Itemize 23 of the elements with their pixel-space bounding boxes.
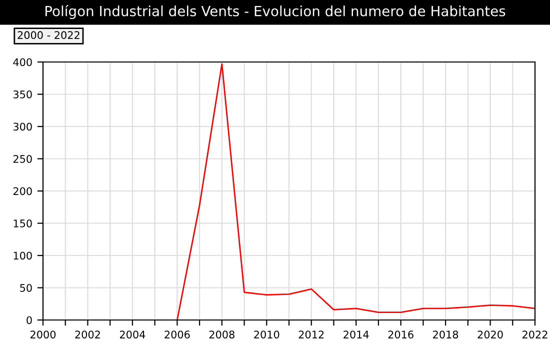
chart-title: Polígon Industrial dels Vents - Evolucion del numero de Habitantes: [46, 5, 506, 19]
y-tick-label: 300: [13, 122, 32, 131]
x-tick-label: 2014: [344, 330, 369, 338]
x-tick-label: 2008: [209, 330, 234, 338]
x-tick-label: 2000: [30, 330, 56, 338]
y-tick-label: 100: [14, 252, 32, 260]
y-tick-label: 150: [14, 219, 32, 228]
y-tick-label: 200: [13, 187, 32, 196]
y-tick-label: 250: [13, 154, 32, 163]
x-tick-label: 2020: [478, 330, 503, 338]
y-tick-label: 50: [20, 284, 32, 292]
x-tick-label: 2002: [75, 330, 100, 338]
x-tick-label: 2004: [120, 330, 146, 338]
y-tick-label: 350: [13, 90, 32, 98]
x-tick-label: 2006: [164, 330, 190, 338]
x-tick-label: 2012: [298, 330, 324, 338]
x-tick-label: 2018: [433, 330, 458, 338]
y-tick-label: 400: [13, 58, 32, 66]
y-tick-label: 0: [26, 316, 32, 324]
x-tick-label: 2010: [254, 330, 280, 338]
x-tick-label: 2016: [388, 330, 414, 338]
x-tick-label: 2022: [522, 330, 548, 338]
text: 2000 - 2022: [18, 31, 80, 40]
